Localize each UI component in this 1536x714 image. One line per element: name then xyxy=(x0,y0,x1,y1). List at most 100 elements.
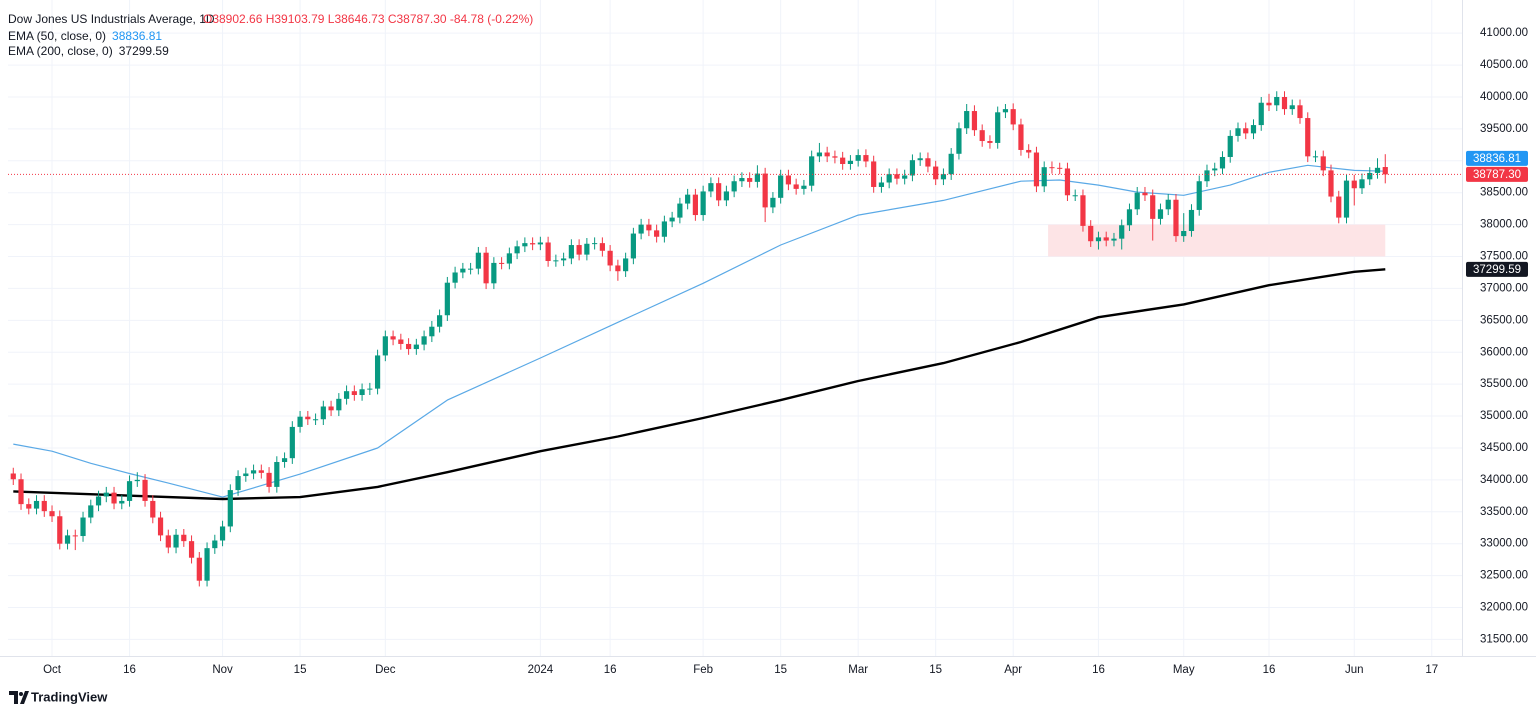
candle-body xyxy=(568,245,574,259)
candle-body xyxy=(64,535,71,544)
y-tick-label: 39500.00 xyxy=(1480,123,1528,135)
candle-body xyxy=(1196,181,1202,210)
candle-body xyxy=(723,191,729,201)
candle-body xyxy=(716,183,722,201)
candle-body xyxy=(374,355,381,389)
x-tick-label: Feb xyxy=(693,664,713,676)
candle-body xyxy=(971,111,978,131)
candle-body xyxy=(1041,167,1047,187)
candle-body xyxy=(1289,105,1295,110)
candle-body xyxy=(398,339,404,344)
candle-body xyxy=(731,181,737,192)
candle-body xyxy=(405,343,412,350)
candle-body xyxy=(1181,231,1187,237)
y-tick-label: 37000.00 xyxy=(1480,282,1528,294)
candle-body xyxy=(832,156,838,158)
candle-body xyxy=(592,243,598,245)
candle-body xyxy=(754,173,761,182)
candle-body xyxy=(320,406,326,420)
candle-body xyxy=(274,462,280,487)
candle-body xyxy=(956,128,962,154)
candle-body xyxy=(1103,237,1109,241)
y-tick-label: 41000.00 xyxy=(1480,27,1528,39)
y-tick-label: 38000.00 xyxy=(1480,219,1528,231)
y-tick-label: 33000.00 xyxy=(1480,538,1528,550)
candle-body xyxy=(530,243,536,245)
candle-body xyxy=(204,548,210,581)
candle-body xyxy=(1305,118,1311,157)
candle-body xyxy=(1328,170,1334,197)
x-tick-label: Apr xyxy=(1004,664,1022,676)
candle-body xyxy=(1204,170,1210,182)
candle-body xyxy=(181,534,187,542)
legend-value: 37299.59 xyxy=(119,44,169,58)
candle-body xyxy=(188,541,195,558)
candle-body xyxy=(824,152,830,157)
candle-body xyxy=(1119,225,1125,239)
logo-mark xyxy=(9,691,29,704)
candle-body xyxy=(18,479,24,505)
candle-body xyxy=(475,252,481,269)
candle-body xyxy=(630,233,636,259)
candle-body xyxy=(685,194,691,204)
candle-body xyxy=(809,156,815,186)
price-tag xyxy=(1466,150,1528,166)
candle-body xyxy=(770,197,776,208)
candle-body xyxy=(878,182,885,187)
candle-body xyxy=(1274,96,1280,106)
legend-label: EMA (200, close, 0) xyxy=(8,44,113,58)
candle-body xyxy=(219,526,226,541)
logo: TradingView xyxy=(9,689,108,704)
candle-body xyxy=(599,243,605,251)
candle-body xyxy=(1057,167,1063,169)
candle-body xyxy=(762,173,768,208)
candle-body xyxy=(506,253,512,264)
candle-body xyxy=(1072,195,1078,197)
ema-line xyxy=(13,164,1386,498)
candle-body xyxy=(26,504,32,509)
legend-label: EMA (50, close, 0) xyxy=(8,29,106,43)
candle-body xyxy=(10,473,16,480)
candle-body xyxy=(816,152,823,157)
candle-body xyxy=(545,242,551,261)
candle-body xyxy=(235,476,241,491)
candle-body xyxy=(576,245,582,255)
candle-body xyxy=(584,243,590,255)
candle-body xyxy=(1088,225,1094,242)
candle-body xyxy=(1150,195,1156,219)
y-tick-label: 35500.00 xyxy=(1480,378,1528,390)
y-tick-label: 32500.00 xyxy=(1480,570,1528,582)
candle-body xyxy=(964,111,970,129)
x-tick-label: 15 xyxy=(929,664,942,676)
candle-body xyxy=(444,282,450,316)
y-tick-label: 34000.00 xyxy=(1480,474,1528,486)
candle-body xyxy=(103,492,109,497)
candle-body xyxy=(638,224,644,234)
y-tick-label: 31500.00 xyxy=(1480,633,1528,645)
candle-body xyxy=(33,500,40,509)
candle-body xyxy=(933,166,939,180)
candle-body xyxy=(390,336,396,340)
candle-body xyxy=(1343,180,1350,218)
candle-body xyxy=(250,470,257,474)
price-tag-label: 37299.59 xyxy=(1473,264,1521,276)
y-tick-label: 34500.00 xyxy=(1480,442,1528,454)
candle-body xyxy=(41,500,47,512)
candle-body xyxy=(1010,109,1016,125)
x-tick-label: 16 xyxy=(1263,664,1276,676)
candle-body xyxy=(917,158,923,161)
candle-body xyxy=(1227,135,1233,157)
candle-body xyxy=(1126,209,1133,226)
x-tick-label: Oct xyxy=(43,664,62,676)
x-tick-label: May xyxy=(1173,664,1195,676)
candle-body xyxy=(1367,172,1373,180)
candle-body xyxy=(165,535,171,548)
candle-body xyxy=(328,406,334,411)
candle-body xyxy=(1374,167,1381,173)
x-tick-label: 15 xyxy=(294,664,307,676)
candle-body xyxy=(987,141,993,143)
candle-body xyxy=(119,500,125,504)
candle-body xyxy=(537,242,543,245)
candle-body xyxy=(871,161,877,187)
candle-body xyxy=(452,272,458,283)
